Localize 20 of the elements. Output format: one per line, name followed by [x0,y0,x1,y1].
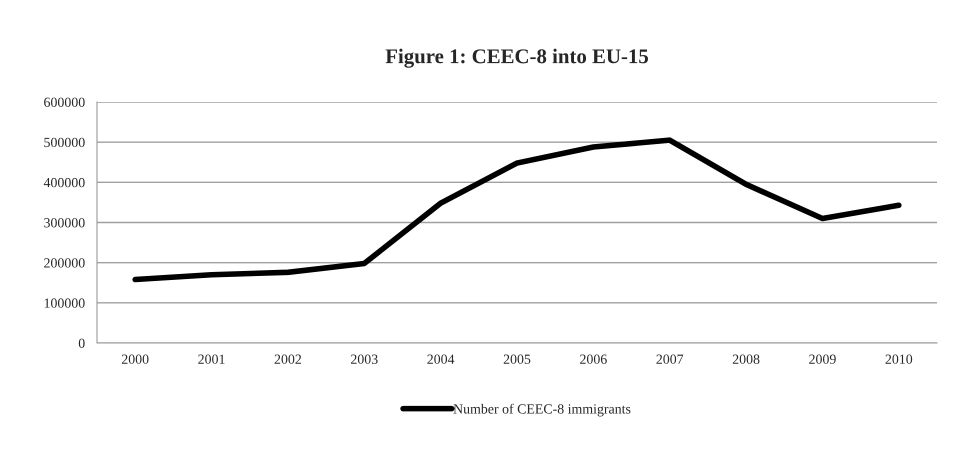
y-tick-label: 600000 [44,98,85,107]
y-tick-label: 100000 [44,298,85,308]
x-tick-label: 2000 [122,354,149,364]
y-tick-label: 400000 [44,178,85,188]
chart-title: Figure 1: CEEC-8 into EU-15 [386,48,648,68]
x-tick-label: 2001 [198,354,225,364]
x-tick-label: 2004 [427,354,454,364]
x-tick-label: 2002 [274,354,302,364]
x-tick-label: 2005 [504,354,530,364]
y-tick-label: 500000 [44,138,85,148]
x-tick-label: 2006 [580,354,607,364]
y-tick-label: 300000 [44,218,85,228]
x-tick-label: 2003 [350,354,378,364]
legend-label: Number of CEEC-8 immigrants [453,404,630,416]
x-tick-label: 2009 [809,354,836,364]
x-tick-label: 2010 [886,354,912,364]
y-tick-label: 200000 [44,258,85,268]
x-tick-label: 2007 [656,354,684,364]
y-tick-label: 0 [78,338,85,348]
x-tick-label: 2008 [732,354,760,364]
